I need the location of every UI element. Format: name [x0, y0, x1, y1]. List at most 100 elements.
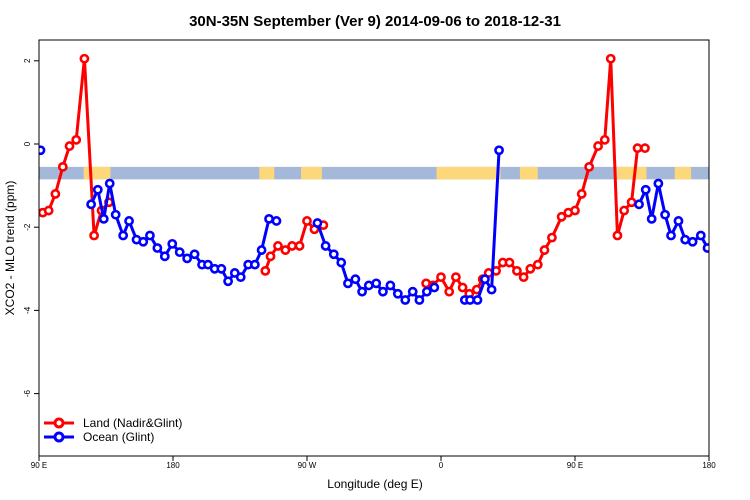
- data-point: [400, 295, 411, 305]
- data-point: [444, 286, 455, 297]
- data-point: [43, 205, 54, 216]
- data-point: [378, 286, 388, 297]
- data-point: [584, 161, 595, 172]
- data-point: [189, 249, 200, 260]
- data-point: [216, 263, 227, 274]
- data-point: [486, 284, 497, 295]
- data-point: [547, 232, 557, 243]
- data-point: [673, 216, 684, 226]
- plot-frame: [38, 39, 710, 457]
- data-point: [118, 230, 129, 241]
- data-point: [273, 241, 283, 251]
- data-point: [660, 209, 670, 220]
- data-point: [350, 274, 361, 285]
- land-band-segment: [436, 166, 501, 180]
- data-point: [634, 199, 644, 210]
- data-point: [328, 249, 339, 260]
- legend-land-label: Land (Nadir&Glint): [83, 416, 182, 430]
- data-point: [235, 272, 246, 283]
- data-point: [145, 230, 155, 241]
- data-point: [407, 286, 418, 297]
- data-point: [124, 216, 134, 226]
- data-point: [57, 161, 68, 172]
- data-point: [363, 280, 374, 291]
- data-point: [450, 272, 461, 283]
- data-point: [429, 282, 440, 293]
- data-point: [302, 216, 312, 226]
- data-point: [312, 218, 323, 228]
- y-tick-label: -4: [23, 306, 32, 314]
- data-point: [110, 209, 121, 220]
- data-point: [593, 141, 603, 151]
- data-point: [256, 245, 267, 255]
- data-point: [265, 251, 276, 262]
- data-point: [599, 134, 610, 145]
- data-point: [687, 236, 698, 247]
- x-tick-label: 90 E: [31, 461, 47, 470]
- data-point: [666, 230, 676, 241]
- data-point: [357, 286, 367, 297]
- data-point: [680, 234, 691, 245]
- land-band-segment: [519, 166, 538, 180]
- data-point: [480, 274, 490, 285]
- series-ocean: [39, 145, 709, 305]
- data-point: [50, 189, 61, 199]
- data-point: [619, 205, 630, 216]
- data-point: [436, 272, 446, 283]
- data-point: [612, 230, 623, 241]
- data-point: [518, 272, 529, 283]
- data-point: [640, 143, 650, 154]
- data-point: [86, 199, 97, 210]
- legend: Land (Nadir&Glint) Ocean (Glint): [44, 416, 182, 444]
- data-point: [525, 263, 536, 274]
- y-tick-label: 0: [23, 141, 32, 146]
- data-point: [504, 257, 515, 268]
- data-point: [472, 295, 483, 305]
- data-point: [271, 216, 282, 226]
- x-tick-label: 180: [702, 461, 716, 470]
- data-point: [280, 245, 291, 255]
- data-point: [320, 241, 331, 251]
- data-point: [104, 178, 115, 189]
- x-tick-label: 180: [166, 461, 180, 470]
- data-point: [98, 213, 109, 224]
- data-point: [421, 286, 432, 297]
- data-point: [512, 265, 522, 276]
- y-tick-label: -6: [23, 389, 32, 397]
- data-point: [39, 145, 46, 156]
- x-axis-label: Longitude (deg E): [327, 477, 422, 491]
- data-point: [152, 243, 163, 253]
- land-band-segment: [616, 166, 620, 180]
- data-point: [556, 211, 567, 222]
- data-point: [223, 276, 233, 287]
- land-band-segment: [83, 166, 111, 180]
- data-point: [605, 53, 616, 64]
- land-band-segment: [674, 166, 692, 180]
- data-point: [626, 197, 637, 208]
- data-point: [264, 213, 274, 224]
- data-point: [64, 141, 75, 151]
- legend-ocean-marker: [53, 431, 65, 443]
- series-line: [316, 222, 436, 302]
- data-point: [385, 280, 396, 291]
- data-point: [576, 189, 587, 199]
- land-band-segment: [619, 166, 647, 180]
- data-point: [702, 243, 709, 253]
- data-point: [632, 143, 643, 154]
- data-point: [138, 236, 149, 247]
- data-point: [457, 282, 468, 293]
- data-point: [89, 230, 99, 241]
- data-point: [494, 145, 504, 156]
- y-tick-label: -2: [23, 223, 32, 231]
- data-point: [182, 253, 193, 264]
- data-point: [653, 178, 664, 189]
- data-point: [203, 259, 213, 270]
- data-point: [260, 265, 271, 276]
- data-point: [167, 238, 178, 249]
- data-point: [336, 257, 347, 268]
- data-point: [646, 213, 657, 224]
- data-point: [294, 241, 305, 251]
- legend-land-marker: [53, 417, 65, 429]
- chart-title: 30N-35N September (Ver 9) 2014-09-06 to …: [189, 13, 561, 30]
- series-land: [39, 53, 650, 299]
